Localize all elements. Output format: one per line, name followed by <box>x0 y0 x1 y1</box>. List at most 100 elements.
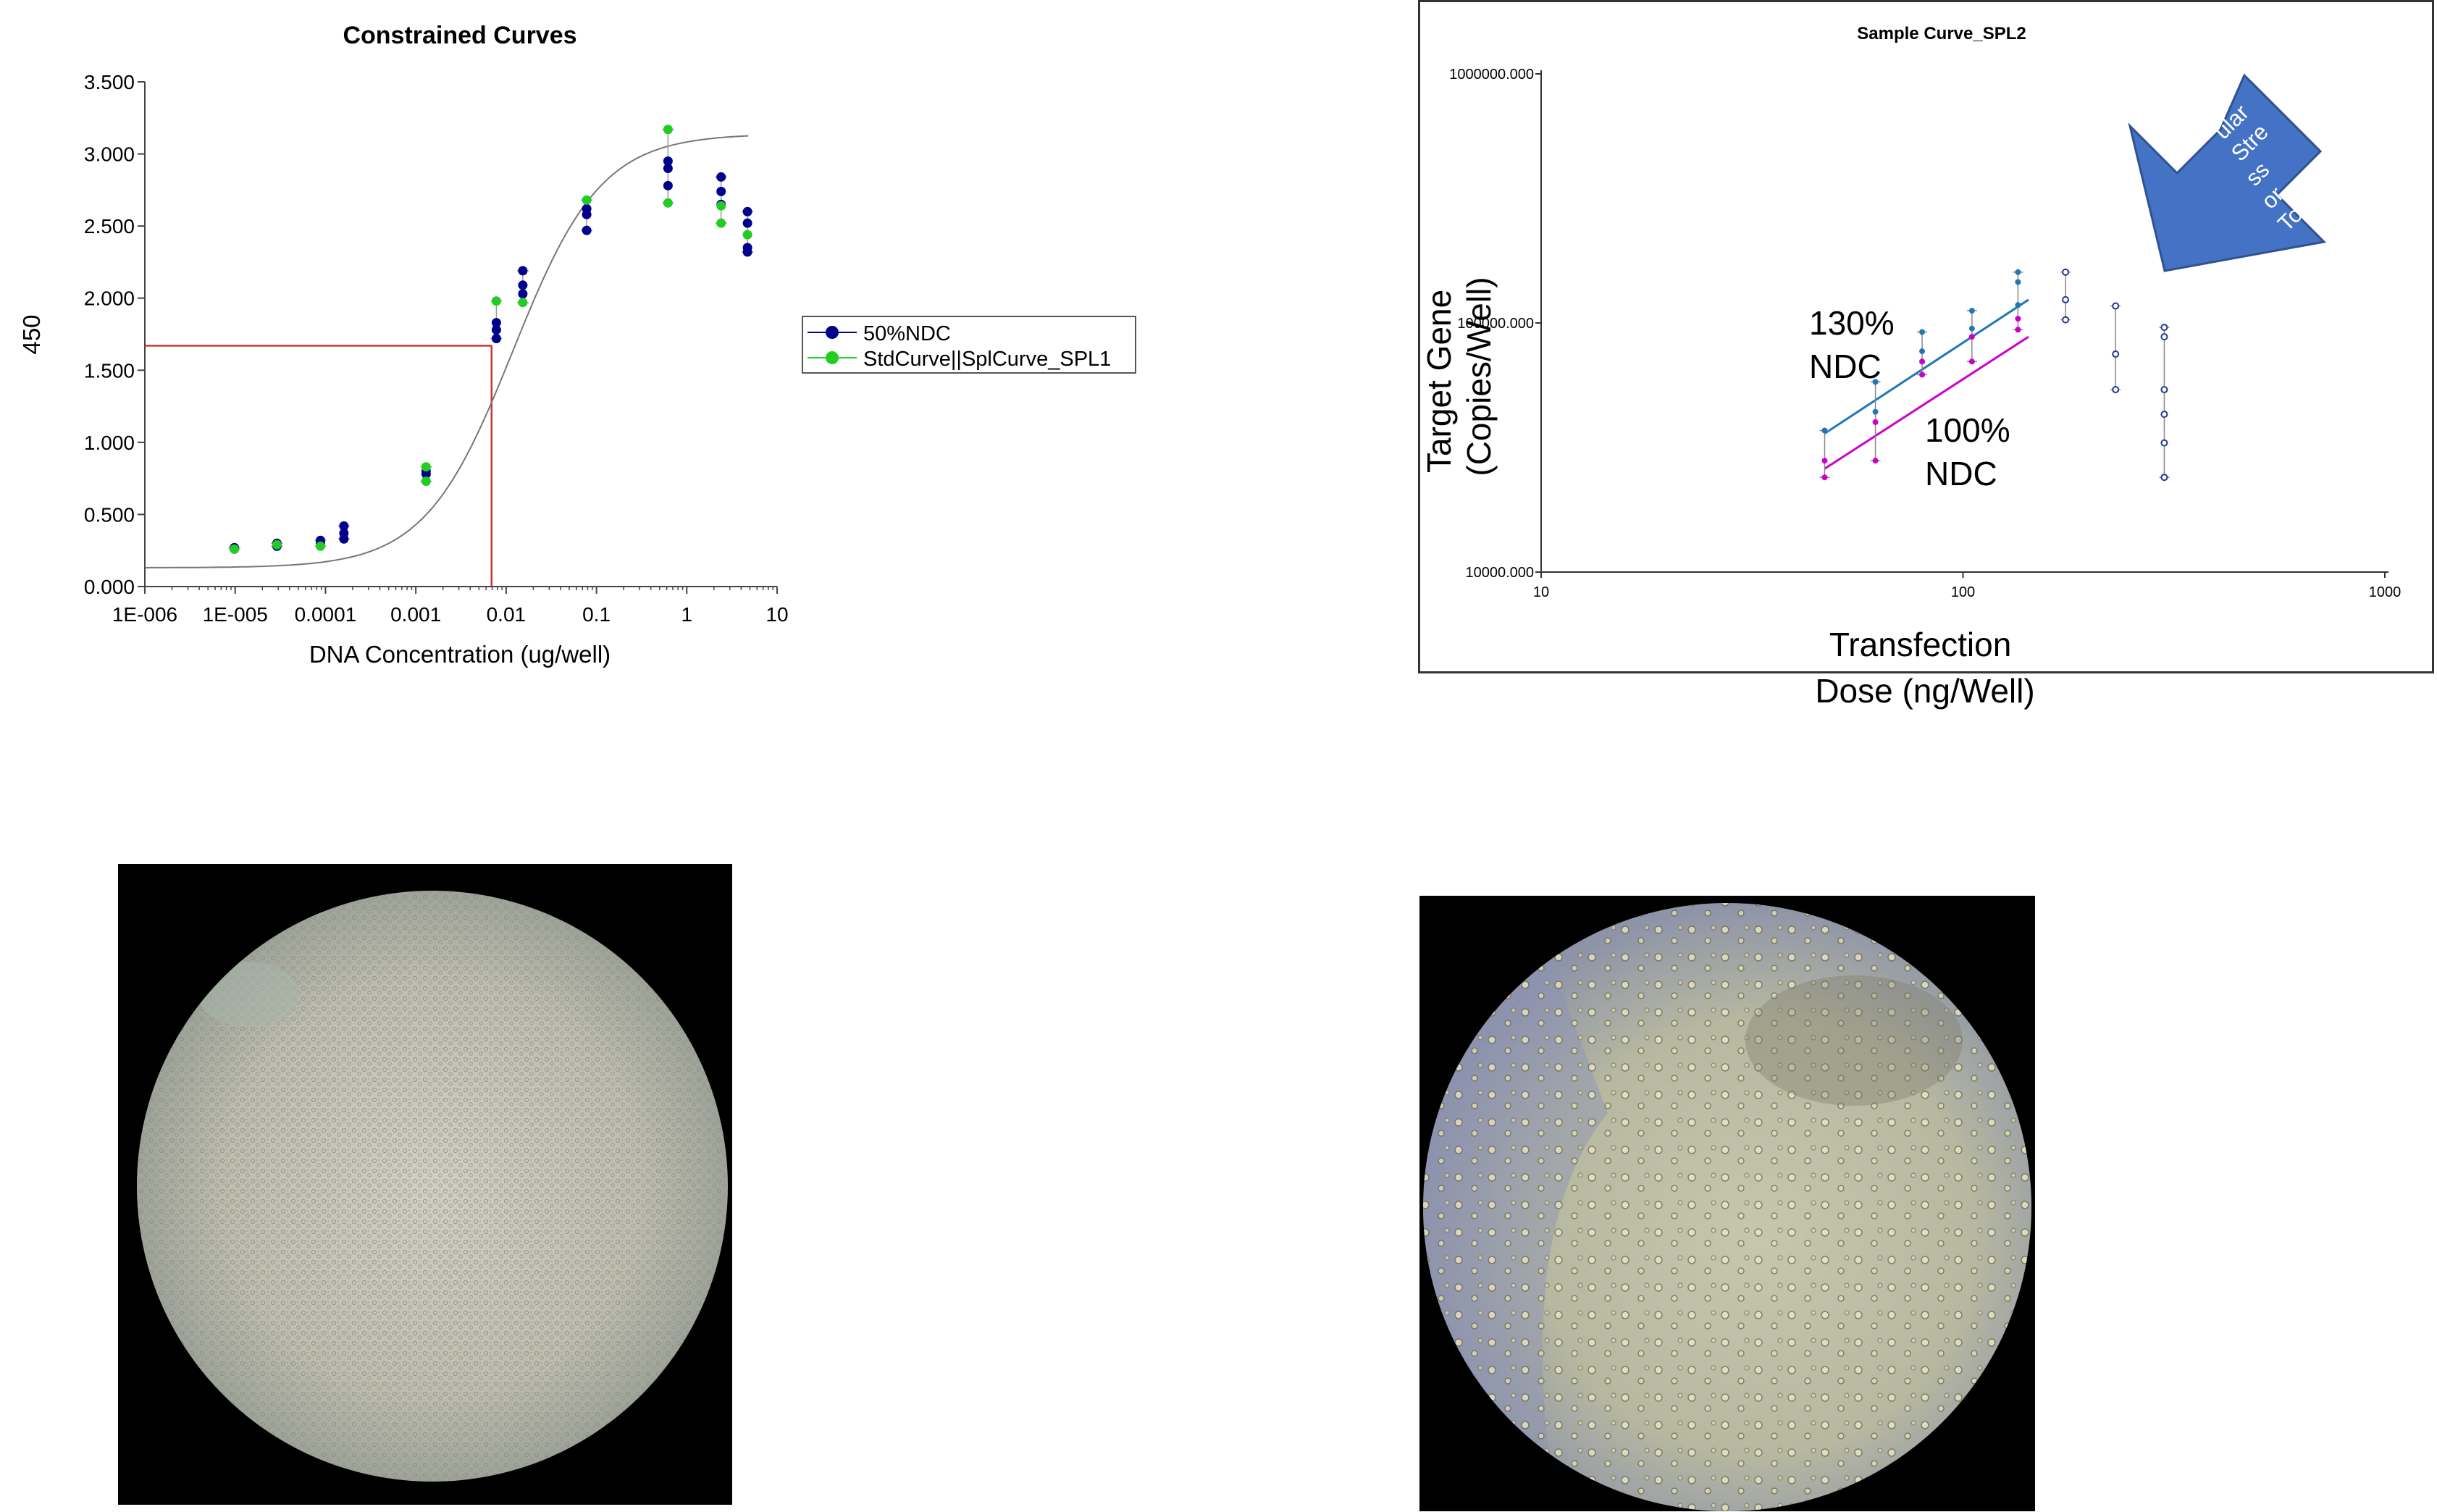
x-tick-label: 0.01 <box>487 603 527 626</box>
label-130-ndc: 130% NDC <box>1809 304 1903 385</box>
fit-line-series-1 <box>1824 298 2029 434</box>
data-point-series-3 <box>2112 386 2120 394</box>
sample-curve-chart: Sample Curve_SPL2 10000.000100000.000100… <box>1420 24 2401 710</box>
y-tick-label: 3.000 <box>84 143 135 166</box>
data-point-series-2 <box>663 125 673 135</box>
data-point-series-3 <box>2160 474 2168 482</box>
micrograph-right <box>1419 896 2035 1511</box>
data-point-series-2 <box>1872 419 1879 425</box>
data-point-series-1 <box>716 172 726 182</box>
data-point-series-1 <box>1872 379 1879 385</box>
fitted-curve <box>145 135 749 568</box>
fit-lines <box>1824 298 2029 470</box>
data-point-series-2 <box>2015 327 2021 333</box>
data-point-series-1 <box>1821 427 1828 434</box>
x-axis-label: DNA Concentration (ug/well) <box>309 641 611 668</box>
label-100-ndc: 100% NDC <box>1925 411 2019 492</box>
data-point-series-3 <box>2062 268 2070 276</box>
legend-entry-series-1: 50%NDC <box>863 322 951 345</box>
data-point-series-3 <box>2112 350 2120 358</box>
data-point-series-1 <box>491 325 501 335</box>
data-point-series-2 <box>716 218 726 228</box>
data-point-series-1 <box>1919 329 1926 335</box>
data-point-series-2 <box>421 462 431 472</box>
chart-title: Sample Curve_SPL2 <box>1857 24 2026 43</box>
data-point-series-1 <box>742 243 752 253</box>
data-point-series-1 <box>1872 408 1879 415</box>
legend-marker-series-2 <box>826 351 839 364</box>
sample-curve-frame <box>1418 0 2434 673</box>
data-point-series-2 <box>2015 316 2021 322</box>
x-tick-label: 0.1 <box>582 603 611 626</box>
data-point-series-3 <box>2062 295 2070 303</box>
data-point-series-1 <box>1968 325 1975 332</box>
data-point-series-1 <box>742 206 752 217</box>
data-point-series-2 <box>663 198 673 208</box>
data-point-series-2 <box>582 195 592 205</box>
data-point-series-1 <box>491 318 501 328</box>
y-tick-label: 2.000 <box>84 287 135 310</box>
data-point-series-2 <box>1872 458 1879 464</box>
data-point-series-2 <box>230 544 240 554</box>
y-tick-label: 1.500 <box>84 359 135 382</box>
data-point-series-1 <box>518 266 528 276</box>
left-axes: 0.000 0.500 1.000 1.500 2.000 2.500 3.000 3.500… <box>84 71 789 626</box>
y-tick-label: 1000000.000 <box>1449 67 1534 83</box>
x-tick-label: 1 <box>681 603 692 626</box>
data-point-series-1 <box>1919 348 1926 355</box>
data-point-series-1 <box>742 218 752 228</box>
data-point-series-3 <box>2160 386 2168 394</box>
y-tick-label: 0.500 <box>84 503 135 526</box>
x-axis-label: Transfection Dose (ng/Well) <box>1815 626 2034 710</box>
data-point-series-2 <box>1821 474 1828 481</box>
fit-line-series-2 <box>1824 335 2029 470</box>
data-point-series-2 <box>716 201 726 211</box>
data-point-series-1 <box>582 203 592 214</box>
x-tick-label: 10 <box>766 603 788 626</box>
data-point-series-2 <box>1968 334 1975 340</box>
x-tick-label: 1E-006 <box>112 603 177 626</box>
data-point-series-2 <box>1821 458 1828 464</box>
x-tick-label: 0.001 <box>390 603 441 626</box>
data-points <box>228 125 754 554</box>
data-point-series-2 <box>518 298 528 308</box>
legend-marker-series-1 <box>826 326 839 339</box>
data-point-series-3 <box>2062 316 2070 324</box>
data-point-series-1 <box>663 156 673 167</box>
x-tick-label: 1000 <box>2369 584 2402 600</box>
y-tick-label: 0.000 <box>84 576 135 598</box>
y-axis-label: Target Gene (Copies/Well) <box>1420 277 1498 476</box>
legend-entry-series-2: StdCurve||SplCurve_SPL1 <box>863 348 1111 371</box>
x-tick-label: 0.0001 <box>295 603 357 626</box>
data-point-series-2 <box>742 230 752 240</box>
y-tick-label: 3.500 <box>84 71 135 93</box>
y-tick-label: 1.000 <box>84 432 135 454</box>
data-points <box>1819 268 2170 482</box>
stress-arrow: ular Stre ss or Toxi <box>2128 73 2327 272</box>
data-point-series-3 <box>2112 302 2120 310</box>
x-tick-label: 1E-005 <box>203 603 268 626</box>
x-tick-label: 100 <box>1951 584 1975 600</box>
legend: 50%NDC StdCurve||SplCurve_SPL1 <box>802 316 1136 374</box>
micrograph-left <box>118 864 732 1505</box>
data-point-series-1 <box>2015 302 2021 308</box>
y-tick-label: 2.500 <box>84 215 135 238</box>
confluent-cells-image <box>137 891 728 1482</box>
data-point-series-2 <box>1968 358 1975 365</box>
data-point-series-3 <box>2160 439 2168 447</box>
constrained-curves-chart: Constrained Curves 0.000 0.500 1.000 1.500 2… <box>18 22 1136 668</box>
data-point-series-2 <box>1919 358 1926 365</box>
data-point-series-1 <box>1968 308 1975 314</box>
data-point-series-2 <box>421 476 431 487</box>
x-tick-label: 10 <box>1533 584 1549 600</box>
data-point-series-1 <box>491 333 501 343</box>
data-point-series-2 <box>272 539 282 550</box>
data-point-series-3 <box>2160 324 2168 332</box>
data-point-series-1 <box>339 521 349 531</box>
right-axes: 10000.000 100000.000 1000000.000 10 100 1000 <box>1449 67 2401 600</box>
data-point-series-2 <box>491 296 501 306</box>
data-point-series-1 <box>663 180 673 190</box>
data-point-series-1 <box>2015 269 2021 275</box>
data-point-series-2 <box>1919 371 1926 378</box>
data-point-series-1 <box>582 225 592 235</box>
